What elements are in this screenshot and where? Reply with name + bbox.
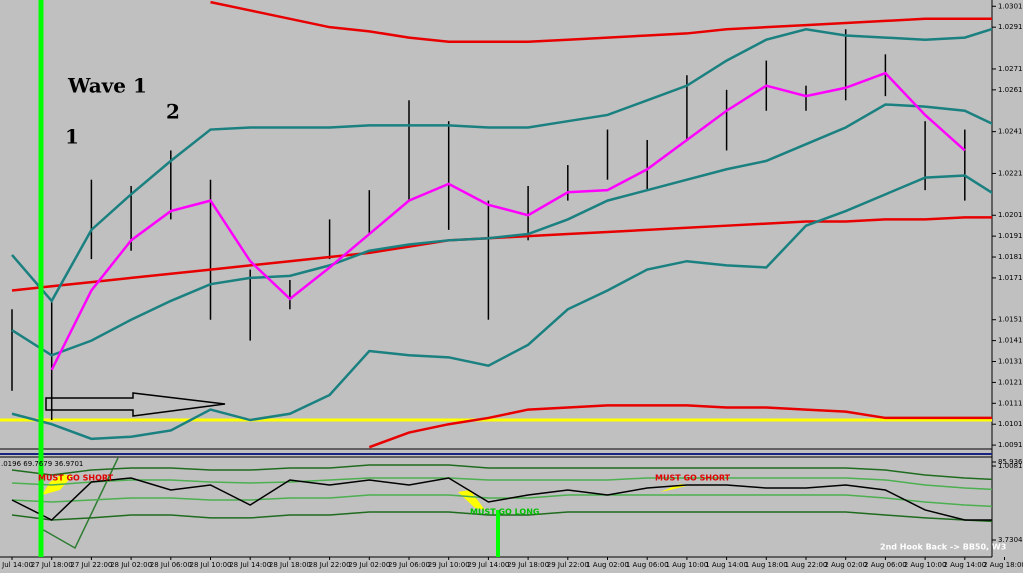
annotation: 1 (65, 125, 79, 149)
x-tick-label: 28 Jul 06:00 (150, 561, 192, 569)
x-tick-label: 29 Jul 14:00 (467, 561, 509, 569)
series-line (11, 511, 992, 523)
y-tick-label: 1.01010 (998, 420, 1023, 428)
signal-label: 2nd Hook Back -> BB50, W3 (880, 543, 1006, 552)
arrow (45, 392, 226, 417)
y-tick-label: 1.00810 (998, 462, 1023, 470)
series-line (11, 477, 992, 521)
signal-label: MUST GO SHORT (38, 474, 114, 483)
x-tick-label: 29 Jul 22:00 (547, 561, 589, 569)
x-tick-label: 29 Jul 02:00 (348, 561, 390, 569)
y-tick-label: 1.01410 (998, 337, 1023, 345)
series-line (11, 27, 992, 304)
x-tick-label: 28 Jul 14:00 (229, 561, 271, 569)
signal-label: MUST GO SHORT (655, 474, 731, 483)
y-tick-label: 1.01110 (998, 399, 1023, 407)
annotation: 2 (166, 100, 180, 124)
indicator-header: .0196 69.7679 36.9701 (1, 460, 83, 468)
x-tick-label: 2 Aug 06:00 (864, 561, 907, 569)
y-tick-label: 1.02610 (998, 86, 1023, 94)
trend-line (39, 457, 119, 550)
annotation: Wave 1 (67, 74, 147, 98)
x-tick-label: 27 Jul 22:00 (70, 561, 112, 569)
x-tick-label: 1 Aug 22:00 (785, 561, 828, 569)
x-tick-label: 28 Jul 18:00 (269, 561, 311, 569)
x-tick-label: 1 Aug 02:00 (586, 561, 629, 569)
x-tick-label: 28 Jul 10:00 (190, 561, 232, 569)
y-tick-label: 1.02210 (998, 169, 1023, 177)
y-tick-label: 1.01310 (998, 358, 1023, 366)
series-line (368, 404, 992, 449)
y-tick-label: 1.01210 (998, 378, 1023, 386)
x-tick-label: 1 Aug 14:00 (705, 561, 748, 569)
y-tick-label: 1.01810 (998, 253, 1023, 261)
x-tick-label: 2 Aug 14:00 (943, 561, 986, 569)
highlight (458, 490, 485, 510)
y-tick-label: 1.03010 (998, 2, 1023, 10)
series-line (11, 477, 992, 491)
x-tick-label: 1 Aug 10:00 (666, 561, 709, 569)
x-tick-label: 2 Aug 10:00 (904, 561, 947, 569)
y-tick-label: 1.02910 (998, 23, 1023, 31)
x-tick-label: 28 Jul 22:00 (309, 561, 351, 569)
series-line (11, 464, 992, 481)
series-line (50, 71, 966, 371)
signal-label: MUST GO LONG (470, 508, 540, 517)
x-tick-label: 2 Aug 18:00 (983, 561, 1023, 569)
y-tick-label: 1.01910 (998, 232, 1023, 240)
price-panel (0, 0, 992, 449)
x-tick-label: 27 Jul 14:00 (0, 561, 33, 569)
series-line (210, 0, 992, 44)
y-tick-label: 1.02010 (998, 211, 1023, 219)
y-tick-label: 3.7304 (998, 536, 1023, 544)
y-tick-label: 85.9369 (998, 458, 1023, 466)
oscillator-panel (11, 457, 992, 550)
x-tick-label: 28 Jul 02:00 (110, 561, 152, 569)
y-tick-label: 1.01510 (998, 316, 1023, 324)
x-tick-label: 1 Aug 18:00 (745, 561, 788, 569)
y-tick-label: 1.00910 (998, 441, 1023, 449)
y-tick-label: 1.02710 (998, 65, 1023, 73)
y-tick-label: 1.01710 (998, 274, 1023, 282)
series-line (11, 174, 992, 441)
y-tick-label: 1.02410 (998, 128, 1023, 136)
x-tick-label: 29 Jul 06:00 (388, 561, 430, 569)
x-tick-label: 27 Jul 18:00 (31, 561, 73, 569)
x-tick-label: 29 Jul 18:00 (507, 561, 549, 569)
series-line (11, 103, 992, 357)
x-tick-label: 2 Aug 02:00 (824, 561, 867, 569)
x-tick-label: 1 Aug 06:00 (626, 561, 669, 569)
x-tick-label: 29 Jul 10:00 (428, 561, 470, 569)
